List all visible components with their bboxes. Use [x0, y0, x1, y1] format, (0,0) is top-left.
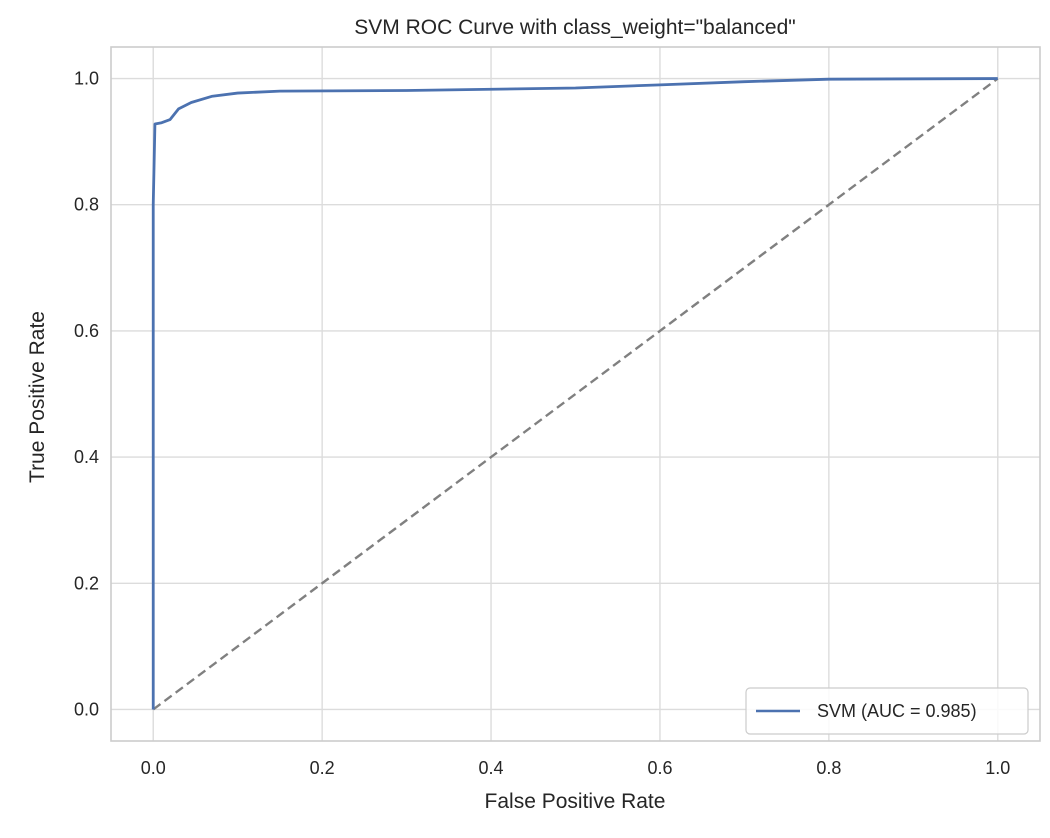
legend: SVM (AUC = 0.985) — [745, 687, 1029, 735]
chart-title: SVM ROC Curve with class_weight="balance… — [354, 16, 796, 39]
x-tick-label: 0.4 — [479, 758, 504, 778]
y-tick-label: 1.0 — [74, 69, 99, 89]
x-tick-label: 0.2 — [310, 758, 335, 778]
x-tick-label: 0.6 — [647, 758, 672, 778]
roc-curve-svm — [151, 77, 998, 710]
tick-labels: 0.0 0.2 0.4 0.6 0.8 1.0 0.0 0.2 0.4 0.6 0.8 1.0 — [74, 69, 1010, 778]
chance-diagonal-line — [152, 77, 999, 711]
plot-frame — [110, 46, 1041, 742]
grid-lines — [111, 47, 1040, 741]
x-axis-label: False Positive Rate — [485, 790, 666, 813]
legend-label-svm: SVM (AUC = 0.985) — [817, 701, 977, 721]
x-tick-label: 1.0 — [985, 758, 1010, 778]
y-tick-label: 0.4 — [74, 447, 99, 467]
x-tick-label: 0.8 — [816, 758, 841, 778]
y-tick-label: 0.0 — [74, 699, 99, 719]
y-tick-label: 0.6 — [74, 321, 99, 341]
y-tick-label: 0.8 — [74, 195, 99, 215]
series-layer — [151, 77, 999, 711]
legend-box — [745, 687, 1029, 735]
x-tick-label: 0.0 — [141, 758, 166, 778]
y-tick-label: 0.2 — [74, 573, 99, 593]
y-axis-label: True Positive Rate — [26, 311, 49, 483]
